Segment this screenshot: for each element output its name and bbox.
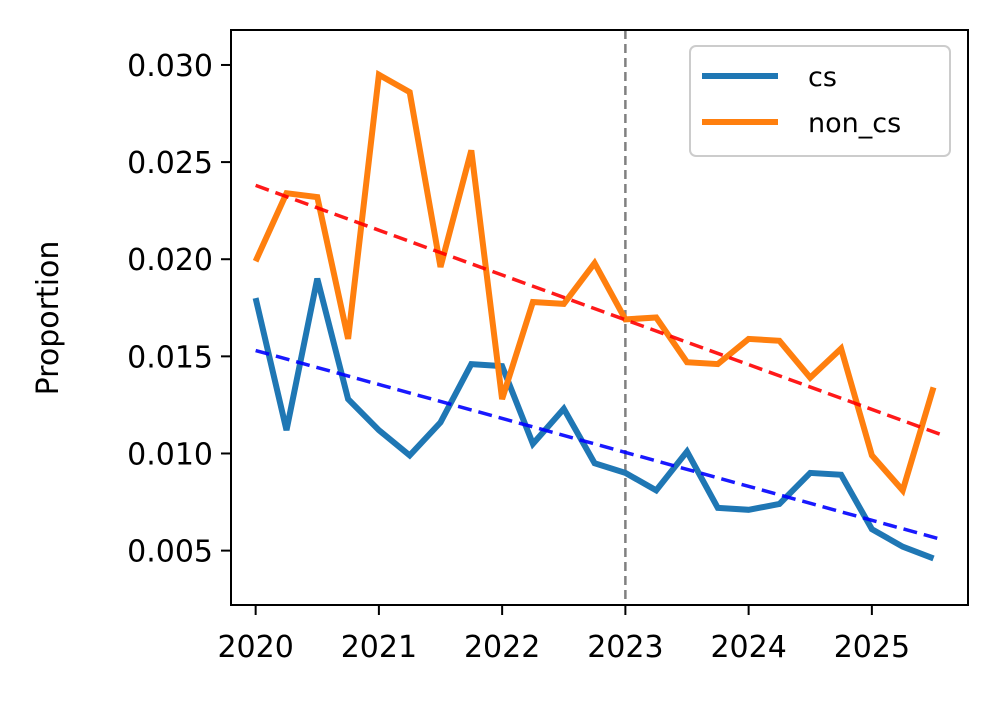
- legend-label-non-cs: non_cs: [808, 108, 901, 139]
- x-tick-label: 2022: [464, 630, 540, 665]
- plot-frame: [230, 29, 969, 606]
- x-tick-label: 2020: [217, 630, 293, 665]
- x-tick-label: 2021: [341, 630, 417, 665]
- y-tick-label: 0.015: [127, 340, 213, 375]
- x-tick-label: 2023: [587, 630, 663, 665]
- y-tick-label: 0.025: [127, 146, 213, 181]
- y-axis-title: Proportion: [31, 241, 66, 396]
- series-line-non-cs: [252, 69, 937, 497]
- series-layer: [252, 69, 937, 562]
- y-tick-label: 0.010: [127, 437, 213, 472]
- y-tick-label: 0.005: [127, 535, 213, 570]
- legend: cs non_cs: [689, 45, 951, 157]
- trendline-cs: [255, 348, 941, 541]
- y-tick-label: 0.020: [127, 243, 213, 278]
- legend-label-cs: cs: [808, 62, 837, 93]
- x-tick-label: 2025: [834, 630, 910, 665]
- x-axis: 2020 2021 2022 2023 2024 2025: [217, 605, 910, 665]
- y-tick-label: 0.030: [127, 49, 213, 84]
- trendline-layer: [255, 183, 941, 541]
- trendline-non-cs: [255, 183, 941, 436]
- series-line-cs: [252, 277, 935, 562]
- y-axis: 0.005 0.010 0.015 0.020 0.025 0.030: [127, 49, 231, 570]
- x-tick-label: 2024: [710, 630, 786, 665]
